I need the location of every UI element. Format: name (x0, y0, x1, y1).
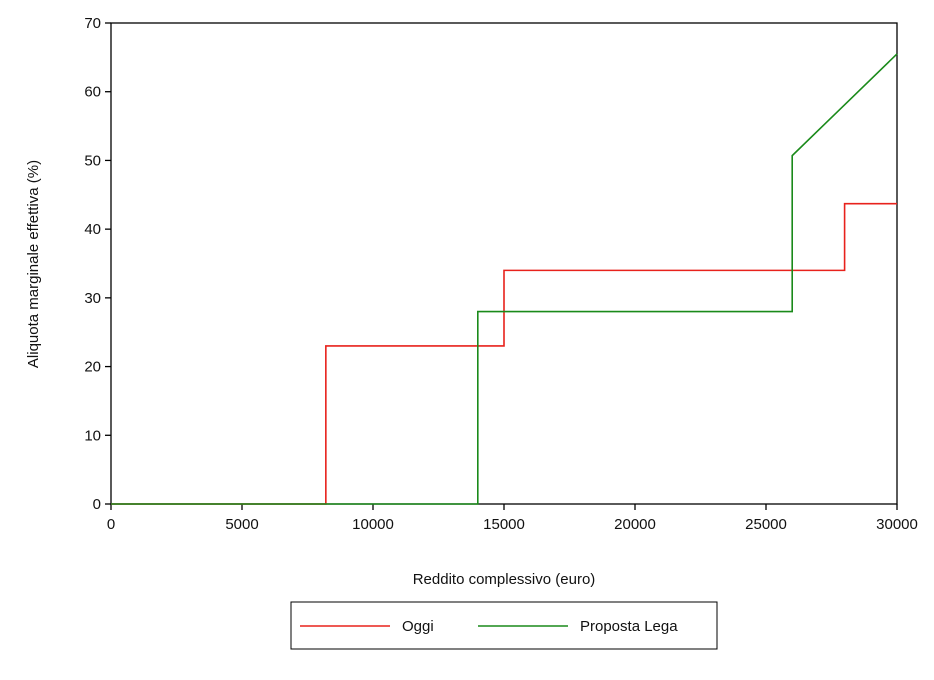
x-tick-label: 30000 (876, 516, 918, 533)
x-tick-label: 15000 (483, 516, 525, 533)
x-tick-label: 0 (107, 516, 115, 533)
x-tick-label: 10000 (352, 516, 394, 533)
y-tick-label: 70 (84, 15, 101, 32)
x-tick-label: 20000 (614, 516, 656, 533)
legend-label: Oggi (402, 618, 434, 635)
y-tick-label: 0 (93, 496, 101, 513)
x-tick-label: 25000 (745, 516, 787, 533)
series-line (111, 202, 897, 505)
x-axis-label: Reddito complessivo (euro) (413, 571, 596, 588)
y-tick-label: 10 (84, 427, 101, 444)
y-tick-label: 40 (84, 221, 101, 238)
x-tick-label: 5000 (225, 516, 258, 533)
series-line (111, 53, 898, 505)
y-tick-label: 60 (84, 84, 101, 101)
y-tick-label: 20 (84, 359, 101, 376)
y-axis-label: Aliquota marginale effettiva (%) (25, 160, 42, 368)
legend-label: Proposta Lega (580, 618, 678, 635)
y-tick-label: 30 (84, 290, 101, 307)
y-tick-label: 50 (84, 152, 101, 169)
